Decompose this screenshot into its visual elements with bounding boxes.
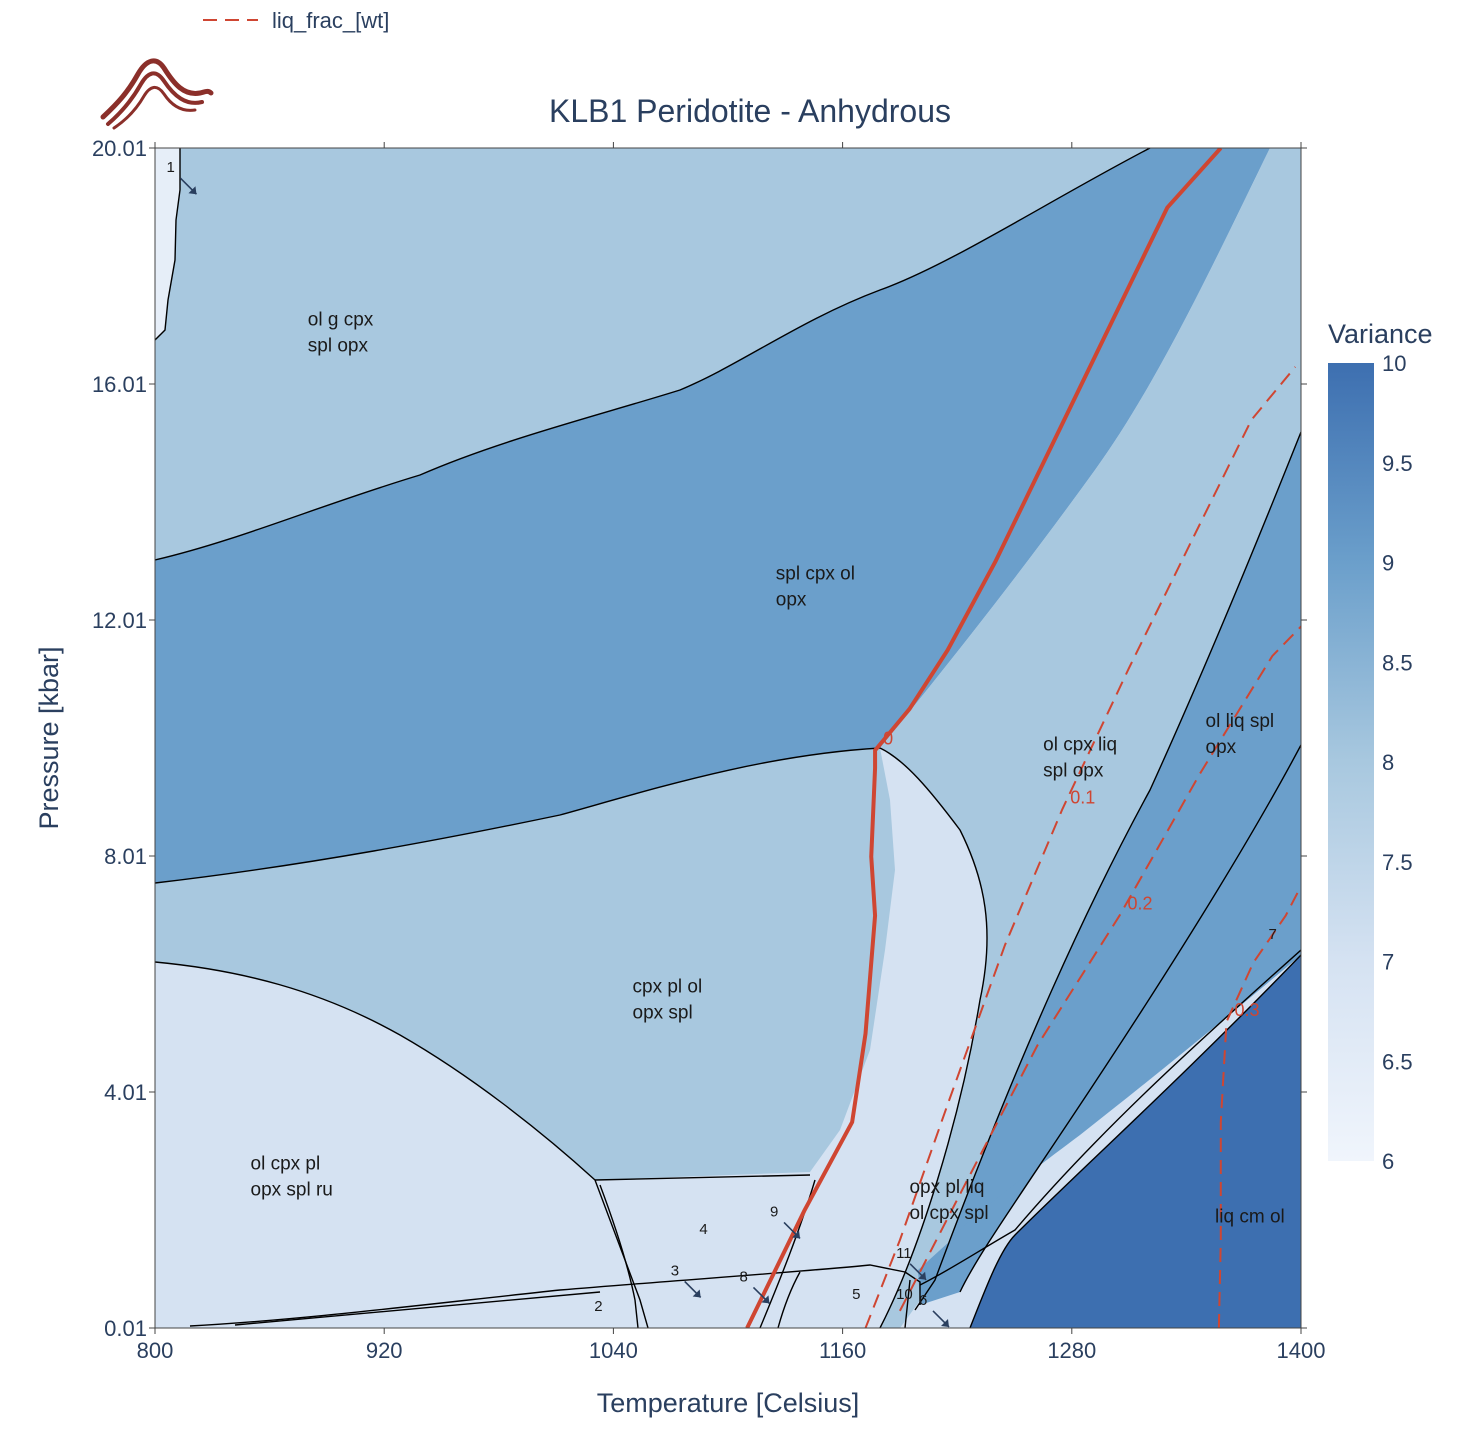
field-boundaries bbox=[155, 148, 1301, 1328]
liq-frac-contour-line bbox=[899, 625, 1301, 1312]
legend-label: liq_frac_[wt] bbox=[272, 8, 389, 33]
field-label: opx pl liq ol cpx spl bbox=[909, 1177, 988, 1224]
small-field-label: 6 bbox=[919, 1292, 927, 1309]
liq-frac-contour-line bbox=[1217, 885, 1301, 1328]
field-ol-g-cpx-spl-opx-area bbox=[155, 148, 1150, 560]
field-1-area bbox=[155, 148, 180, 340]
colorbar-gradient bbox=[1328, 363, 1374, 1161]
field-spl-cpx-ol-opx-area bbox=[155, 148, 1270, 883]
colorbar: Variance 6 6.5 7 7.5 8 8.5 9 9.5 10 bbox=[1328, 319, 1433, 1174]
plot-frame bbox=[154, 147, 1302, 1329]
small-field-labels: 1 2 3 4 5 6 7 8 9 10 11 bbox=[166, 159, 1277, 1328]
colorbar-tick-label: 8.5 bbox=[1382, 650, 1413, 675]
liq-frac-contour-label: 0.1 bbox=[1070, 787, 1095, 807]
colorbar-tick-label: 9.5 bbox=[1382, 451, 1413, 476]
small-field-arrowhead bbox=[188, 186, 197, 195]
x-tick-label: 1160 bbox=[819, 1338, 866, 1363]
liq-frac-contour-labels: 0 0.1 0.2 0.3 bbox=[883, 728, 1259, 1019]
field-label: spl cpx ol opx bbox=[776, 563, 855, 610]
colorbar-tick-label: 7.5 bbox=[1382, 850, 1413, 875]
y-tick-label: 20.01 bbox=[92, 136, 147, 161]
colorbar-tick-label: 10 bbox=[1382, 351, 1406, 376]
small-field-label: 2 bbox=[594, 1298, 602, 1315]
colorbar-title: Variance bbox=[1328, 319, 1433, 349]
field-labels: ol g cpx spl opx spl cpx ol opx cpx pl ol opx… bbox=[251, 310, 1285, 1228]
small-field-arrowhead bbox=[918, 1271, 927, 1280]
x-tick-label: 920 bbox=[366, 1338, 403, 1363]
field-label: ol g cpx spl opx bbox=[308, 310, 374, 357]
small-field-label: 7 bbox=[1269, 926, 1277, 943]
field-label: cpx pl ol opx spl bbox=[633, 976, 703, 1023]
y-tick-label: 4.01 bbox=[104, 1080, 147, 1105]
small-field-label: 3 bbox=[671, 1262, 679, 1279]
small-field-arrowhead bbox=[761, 1295, 770, 1304]
liq-frac-contours bbox=[745, 148, 1301, 1328]
small-field-arrowhead bbox=[941, 1318, 949, 1327]
liq-frac-contour-line bbox=[864, 366, 1297, 1328]
small-field-label: 5 bbox=[852, 1286, 860, 1303]
y-tick-label: 0.01 bbox=[104, 1316, 147, 1341]
field-label: ol cpx pl opx spl ru bbox=[251, 1153, 333, 1200]
small-field-label: 8 bbox=[739, 1268, 747, 1285]
plot-area bbox=[155, 148, 1301, 1328]
small-field-label: 9 bbox=[770, 1203, 778, 1220]
field-label: ol cpx liq spl opx bbox=[1043, 734, 1117, 781]
field-label: ol liq spl opx bbox=[1206, 711, 1275, 758]
field-liq-cm-ol-area bbox=[970, 955, 1301, 1328]
colorbar-tick-label: 6.5 bbox=[1382, 1049, 1413, 1074]
field-label: liq cm ol bbox=[1215, 1206, 1285, 1227]
y-axis-title: Pressure [kbar] bbox=[34, 646, 64, 829]
small-field-arrowhead bbox=[692, 1289, 701, 1298]
x-axis: 800 920 1040 1160 1280 1400 bbox=[137, 142, 1326, 1363]
field-ol-cpx-liq-spl-opx-area bbox=[880, 148, 1301, 1328]
y-tick-label: 8.01 bbox=[104, 844, 147, 869]
x-axis-title: Temperature [Celsius] bbox=[597, 1388, 860, 1418]
x-tick-label: 1280 bbox=[1047, 1338, 1096, 1363]
small-field-arrowhead bbox=[792, 1230, 801, 1239]
liq-frac-contour-label: 0 bbox=[883, 728, 893, 748]
colorbar-tick-label: 9 bbox=[1382, 551, 1394, 576]
liq-frac-contour-line bbox=[745, 148, 1223, 1328]
field-cpx-pl-ol-opx-spl-area bbox=[155, 748, 895, 1180]
liq-frac-contour-label: 0.3 bbox=[1235, 1000, 1260, 1020]
colorbar-tick-label: 8 bbox=[1382, 750, 1394, 775]
small-field-label: 10 bbox=[896, 1286, 913, 1303]
y-tick-label: 12.01 bbox=[92, 608, 147, 633]
mountain-logo-icon bbox=[100, 58, 214, 130]
x-tick-label: 1400 bbox=[1277, 1338, 1326, 1363]
legend[interactable]: liq_frac_[wt] bbox=[203, 8, 389, 33]
small-field-label: 1 bbox=[166, 159, 174, 176]
y-axis: 0.01 4.01 8.01 12.01 16.01 20.01 bbox=[92, 136, 1307, 1341]
liq-frac-contour-label: 0.2 bbox=[1128, 894, 1153, 914]
x-tick-label: 800 bbox=[137, 1338, 174, 1363]
small-field-label: 11 bbox=[896, 1245, 912, 1262]
colorbar-tick-label: 6 bbox=[1382, 1149, 1394, 1174]
chart-title: KLB1 Peridotite - Anhydrous bbox=[549, 93, 951, 129]
small-field-label: 4 bbox=[699, 1221, 707, 1238]
colorbar-ticks: 6 6.5 7 7.5 8 8.5 9 9.5 10 bbox=[1382, 351, 1413, 1174]
x-tick-label: 1040 bbox=[589, 1338, 638, 1363]
colorbar-tick-label: 7 bbox=[1382, 950, 1394, 975]
y-tick-label: 16.01 bbox=[92, 372, 147, 397]
